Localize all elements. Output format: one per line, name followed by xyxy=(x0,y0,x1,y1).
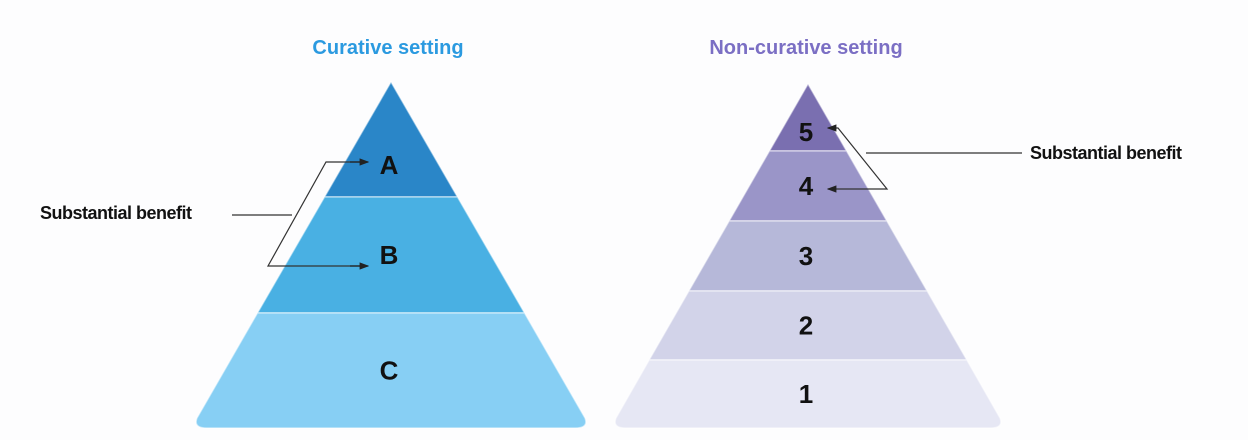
pyramid-level-label: B xyxy=(380,240,399,270)
pyramid-level-label: 3 xyxy=(799,241,813,271)
pyramid-level-label: A xyxy=(380,150,399,180)
pyramid-level-label: 5 xyxy=(799,117,813,147)
curative-pyramid: A B C xyxy=(195,80,587,429)
non-curative-pyramid: 5 4 3 2 1 xyxy=(614,82,1002,429)
curative-bracket-label: Substantial benefit xyxy=(40,203,192,223)
pyramid-level-c xyxy=(195,312,587,429)
bracket-line xyxy=(266,161,366,267)
curative-substantial-benefit-bracket: Substantial benefit xyxy=(40,158,370,270)
pyramid-level-label: C xyxy=(380,356,399,386)
pyramid-level-label: 4 xyxy=(799,171,814,201)
non-curative-title: Non-curative setting xyxy=(709,37,902,59)
non-curative-substantial-benefit-bracket: Substantial benefit xyxy=(826,124,1183,193)
non-curative-bracket-label: Substantial benefit xyxy=(1030,143,1182,163)
pyramid-level-1 xyxy=(614,359,1002,429)
curative-title: Curative setting xyxy=(312,37,463,59)
pyramid-level-label: 2 xyxy=(799,311,813,341)
pyramid-level-label: 1 xyxy=(799,379,813,409)
